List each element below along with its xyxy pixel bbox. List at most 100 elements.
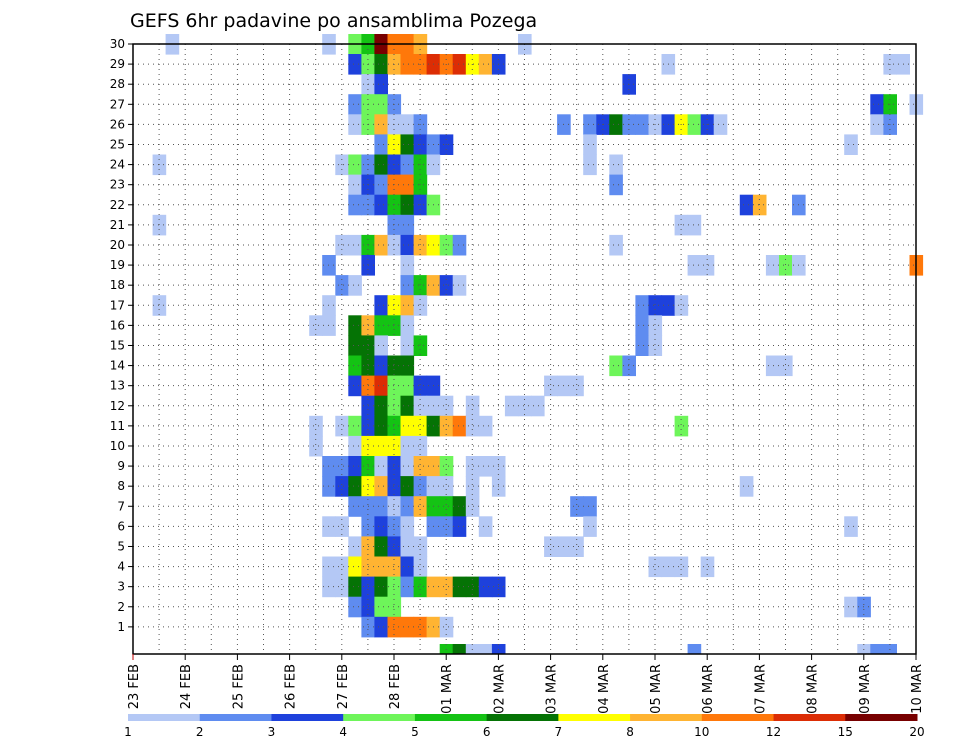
y-tick-label: 24 <box>110 158 125 172</box>
heatmap-cell <box>348 496 362 517</box>
y-tick-label: 14 <box>110 359 125 373</box>
heatmap-cell <box>844 516 858 537</box>
heatmap-cell <box>583 154 597 176</box>
colorbar-segment <box>773 714 846 721</box>
heatmap-cell <box>648 315 663 336</box>
x-tick-label: 24 FEB <box>179 664 194 709</box>
heatmap-cell <box>348 375 362 397</box>
heatmap-cell <box>400 54 415 75</box>
heatmap-cell <box>348 174 362 196</box>
x-tick-label: 02 MAR <box>492 664 507 714</box>
heatmap-cell <box>400 536 415 557</box>
heatmap-cell <box>348 234 362 256</box>
heatmap-cell <box>413 275 428 296</box>
heatmap-cell <box>374 456 388 477</box>
colorbar-segment <box>558 714 631 721</box>
colorbar-segment <box>199 714 272 721</box>
heatmap-cell <box>583 516 597 537</box>
heatmap-cell <box>439 234 454 256</box>
x-tick-label: 08 MAR <box>806 664 821 714</box>
y-tick-label: 4 <box>117 560 125 574</box>
heatmap-cell <box>687 114 702 135</box>
heatmap-cell <box>844 596 858 618</box>
heatmap-cell <box>687 255 702 276</box>
heatmap-cell <box>439 516 454 537</box>
colorbar-segment <box>486 714 559 721</box>
heatmap-cell <box>452 54 467 75</box>
heatmap-cell <box>413 576 428 598</box>
heatmap-cell <box>335 516 349 537</box>
heatmap-cell <box>309 435 323 457</box>
heatmap-cell <box>387 496 402 517</box>
colorbar-segment <box>128 714 201 721</box>
heatmap-cell <box>648 556 663 578</box>
heatmap-cell <box>609 174 623 196</box>
heatmap-cell <box>374 476 388 497</box>
heatmap-cell <box>413 476 428 497</box>
heatmap-cell <box>387 596 402 618</box>
heatmap-cell <box>335 234 349 256</box>
heatmap-cell <box>374 194 388 216</box>
heatmap-cell <box>504 395 519 417</box>
heatmap-cell <box>348 154 362 176</box>
heatmap-cell <box>439 616 454 638</box>
heatmap-cell <box>348 415 362 437</box>
heatmap-cell <box>400 375 415 397</box>
heatmap-cell <box>152 295 167 316</box>
heatmap-cell <box>648 295 663 316</box>
heatmap-cell <box>544 375 558 397</box>
heatmap-cell <box>583 114 597 135</box>
colorbar: 1 2 3 4 5 6 7 8 10 12 15 20 <box>124 714 925 739</box>
heatmap-cell <box>465 415 480 437</box>
y-tick-label: 19 <box>110 258 125 272</box>
heatmap-cell <box>348 576 362 598</box>
heatmap-cell <box>635 295 649 316</box>
y-tick-label: 29 <box>110 57 125 71</box>
heatmap-cell <box>700 255 715 276</box>
heatmap-cell <box>374 616 388 638</box>
heatmap-cell <box>400 214 415 236</box>
x-tick-label: 25 FEB <box>231 664 246 709</box>
chart-title: GEFS 6hr padavine po ansamblima Pozega <box>130 10 537 32</box>
heatmap-cell <box>374 335 388 356</box>
colorbar-label: 6 <box>483 725 491 739</box>
y-tick-label: 17 <box>110 298 125 312</box>
y-tick-label: 8 <box>117 479 125 493</box>
x-tick-label: 28 FEB <box>388 664 403 709</box>
heatmap-cell <box>439 415 454 437</box>
heatmap-cell <box>609 234 623 256</box>
heatmap-cell <box>387 415 402 437</box>
heatmap-cell <box>570 536 584 557</box>
heatmap-cell <box>452 516 467 537</box>
heatmap-cell <box>387 214 402 236</box>
heatmap-cell <box>374 74 388 95</box>
heatmap-cell <box>413 415 428 437</box>
heatmap-cell <box>152 214 167 236</box>
heatmap-cell <box>387 556 402 578</box>
heatmap-cell <box>400 435 415 457</box>
heatmap-cell <box>374 596 388 618</box>
x-tick-label: 05 MAR <box>649 664 664 714</box>
heatmap-cell <box>870 644 884 655</box>
heatmap-cell <box>400 516 415 537</box>
y-tick-label: 9 <box>117 459 125 473</box>
heatmap-cell <box>635 335 649 356</box>
heatmap-cell <box>335 275 349 296</box>
colorbar-label: 4 <box>339 725 347 739</box>
colorbar-segment <box>701 714 775 721</box>
y-tick-label: 28 <box>110 77 125 91</box>
heatmap-cell <box>374 315 388 336</box>
heatmap-cell <box>413 335 428 356</box>
heatmap-cell <box>870 114 884 135</box>
heatmap-cell <box>335 415 349 437</box>
colorbar-segment <box>630 714 703 721</box>
heatmap-cell <box>374 154 388 176</box>
colorbar-segment <box>414 714 488 721</box>
heatmap-cell <box>413 234 428 256</box>
heatmap-cell <box>465 576 480 598</box>
x-tick-label: 09 MAR <box>858 664 873 714</box>
y-tick-label: 23 <box>110 178 125 192</box>
heatmap-cell <box>400 456 415 477</box>
heatmap-cell <box>439 476 454 497</box>
heatmap-cells <box>152 34 924 655</box>
